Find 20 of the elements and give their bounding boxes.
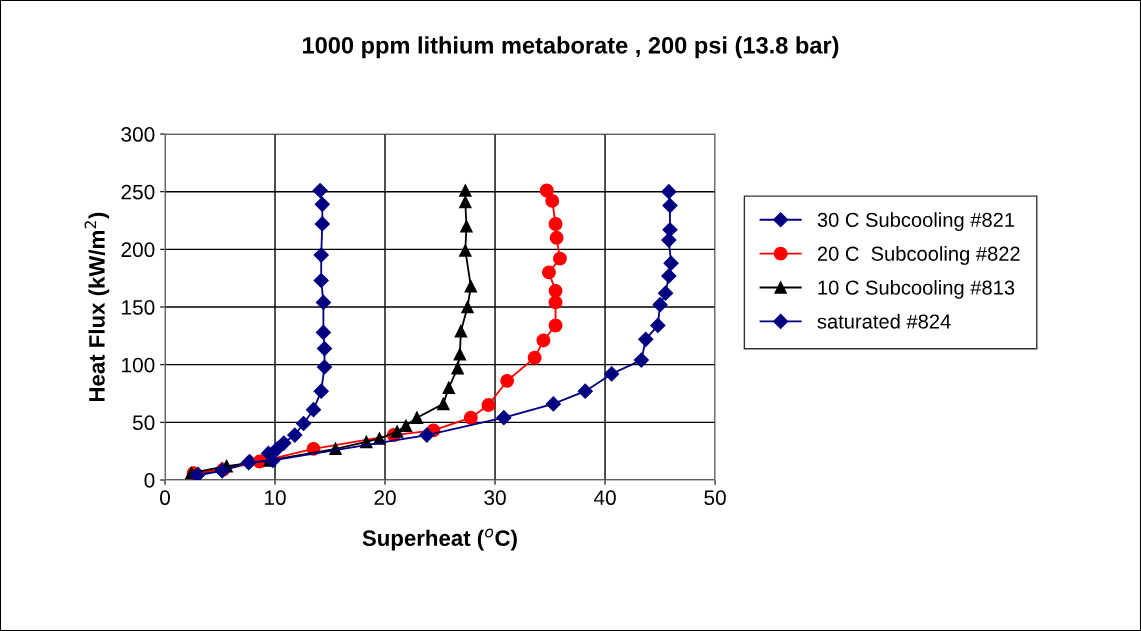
legend-label: saturated #824 — [817, 313, 951, 329]
x-tick-label: 20 — [374, 490, 396, 506]
y-axis-title: Heat Flux (kW/m$^{2}$) — [84, 212, 110, 402]
y-tick-label: 0 — [144, 473, 155, 488]
legend-label: 10 C Subcooling #813 — [818, 279, 1015, 299]
y-tick-label: 100 — [122, 357, 155, 373]
x-axis-title: Superheat ($^{o}$C) — [362, 528, 517, 551]
y-tick-label: 200 — [121, 242, 155, 258]
x-tick-label: 10 — [265, 490, 286, 506]
x-tick-label: 50 — [704, 490, 726, 506]
legend-label: 30 C Subcooling #821 — [817, 212, 1015, 231]
x-tick-label: 40 — [593, 490, 616, 506]
chart-title: 1000 ppm lithium metaborate , 200 psi (13.8 bar) — [303, 36, 839, 59]
x-tick-label: 30 — [484, 490, 506, 506]
y-tick-label: 300 — [121, 127, 155, 142]
x-tick-label: 0 — [160, 490, 170, 506]
legend-label: 20 C Subcooling #822 — [817, 246, 1020, 265]
y-tick-label: 150 — [122, 300, 155, 315]
y-tick-label: 250 — [121, 184, 155, 200]
y-tick-label: 50 — [132, 415, 155, 431]
